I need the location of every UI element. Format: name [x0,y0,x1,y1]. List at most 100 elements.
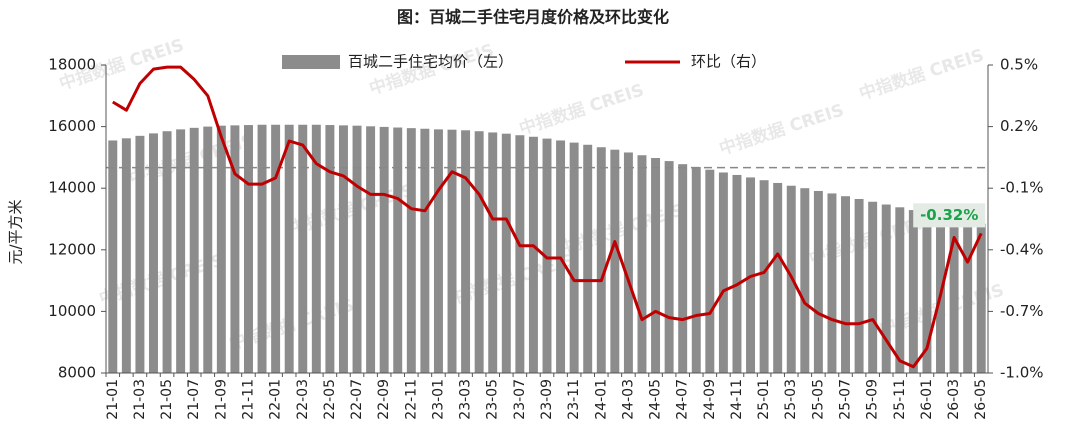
bar [461,130,471,373]
bar [298,124,308,373]
x-tick-label: 25-11 [892,379,908,420]
bar [311,124,321,373]
bar [854,198,864,373]
x-tick-label: 26-03 [946,379,962,420]
bar [949,219,959,373]
bar [542,138,552,373]
line [112,65,983,369]
x-tick-label: 21-11 [240,379,256,420]
bar [705,169,715,373]
y2-tick-label: -1.0% [1000,364,1044,382]
x-tick-label: 23-07 [512,379,528,420]
x-tick-label: 25-01 [756,379,772,420]
x-tick-label: 22-01 [268,379,284,420]
bar [406,128,416,373]
x-tick-label: 23-09 [539,379,555,420]
x-tick-label: 21-03 [132,379,148,420]
bar [420,128,430,373]
bar [271,124,281,373]
legend-label: 环比（右） [691,53,766,71]
x-tick-label: 24-05 [648,379,664,420]
bar [366,126,376,374]
bar [963,221,973,373]
bar [583,144,593,373]
x-tick-label: 24-09 [702,379,718,420]
watermark: 中指数据 CREIS [717,99,847,159]
chart-title: 图：百城二手住宅月度价格及环比变化 [397,8,669,27]
bar [691,166,701,373]
y-tick-label: 14000 [48,179,96,197]
x-tick-label: 21-07 [186,379,202,420]
bar [257,124,267,373]
bar [216,125,226,374]
bar [596,147,606,373]
x-tick-label: 24-03 [620,379,636,420]
bar [488,132,498,373]
bar [651,158,661,373]
x-tick-label: 22-03 [295,379,311,420]
x-tick-label: 21-09 [213,379,229,420]
bar [474,131,484,373]
bar [569,142,579,373]
y-axis-label: 元/平方米 [7,199,25,264]
bar [135,135,145,373]
bar [338,125,348,373]
bar [895,207,905,373]
x-tick-label: 25-05 [810,379,826,420]
x-tick-label: 25-09 [865,379,881,420]
annotation-box [913,203,986,228]
legend-swatch [282,55,340,69]
bar [868,201,878,373]
bar [623,152,633,373]
x-tick-label: 22-07 [349,379,365,420]
bar [379,126,389,374]
bar [352,125,362,374]
bar [121,138,131,373]
bar [176,129,186,373]
bar [841,196,851,373]
bar [189,127,199,373]
bar [827,193,837,373]
bar [149,133,158,373]
x-tick-label: 23-11 [566,379,582,420]
bar [501,133,511,373]
x-tick-label: 26-05 [973,379,989,420]
y-tick-label: 16000 [48,117,96,135]
x-tick-label: 21-05 [159,379,175,420]
bar [433,129,443,373]
x-tick-label: 24-01 [593,379,609,420]
x-tick-label: 21-01 [105,379,121,420]
legend-label: 百城二手住宅均价（左） [348,53,513,71]
bar [813,190,823,373]
x-tick-label: 22-11 [403,379,419,420]
y-tick-label: 12000 [48,240,96,258]
bar [284,124,294,373]
bar [922,213,932,373]
x-tick-label: 25-07 [838,379,854,420]
watermark: 中指数据 CREIS [517,79,647,139]
bar [773,182,783,373]
watermark: 中指数据 CREIS [857,44,987,104]
bar [678,164,688,373]
bar [759,180,769,373]
x-tick-label: 23-03 [458,379,474,420]
annotation: -0.32% [920,206,978,224]
bar [881,204,891,373]
y-tick-label: 10000 [48,302,96,320]
bar [325,125,335,373]
bar [243,125,253,373]
x-tick-label: 23-05 [485,379,501,420]
y2-tick-label: -0.7% [1000,302,1044,320]
bar [108,140,118,373]
y2-tick-label: 0.5% [1000,56,1038,74]
y2-tick-label: 0.2% [1000,117,1038,135]
x-tick-label: 23-01 [430,379,446,420]
x-tick-label: 22-05 [322,379,338,420]
bar [447,129,457,373]
bar [800,188,810,373]
bar [162,131,172,373]
bar [718,172,728,373]
bar [230,125,240,373]
bar [528,136,538,373]
